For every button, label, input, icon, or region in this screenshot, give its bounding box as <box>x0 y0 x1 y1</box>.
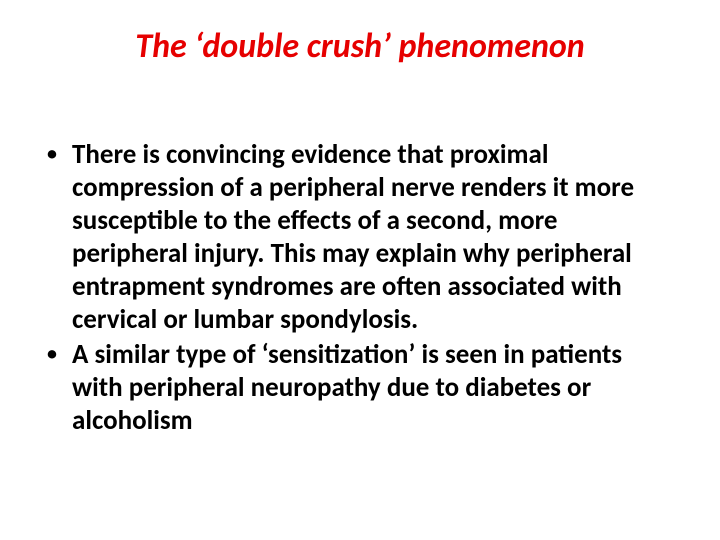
bullet-item: A similar type of ‘sensitization’ is see… <box>44 339 676 438</box>
slide-title: The ‘double crush’ phenomenon <box>40 28 680 65</box>
slide-body: There is convincing evidence that proxim… <box>40 139 680 437</box>
bullet-item: There is convincing evidence that proxim… <box>44 139 676 337</box>
slide-container: The ‘double crush’ phenomenon There is c… <box>0 0 720 540</box>
